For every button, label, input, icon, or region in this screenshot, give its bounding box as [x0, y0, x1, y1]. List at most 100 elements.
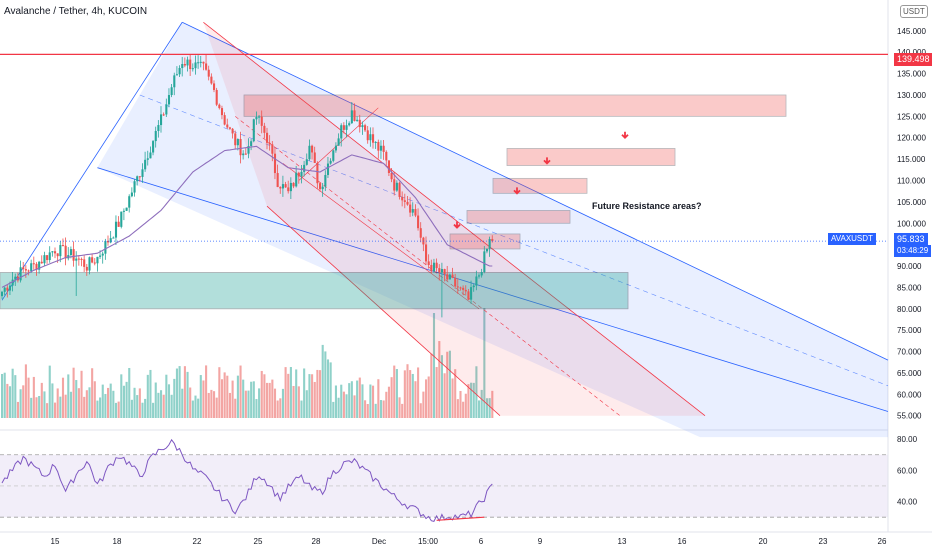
- volume-bar: [448, 350, 451, 418]
- candle-body: [443, 269, 446, 275]
- candle-body: [334, 145, 337, 151]
- candle-body: [181, 63, 184, 69]
- down-arrow-icon: [513, 187, 521, 195]
- candle-body: [459, 287, 462, 289]
- volume-bar: [319, 370, 322, 418]
- candle-body: [210, 76, 213, 84]
- volume-bar: [372, 385, 375, 418]
- candle-body: [244, 153, 247, 155]
- candle-body: [369, 134, 372, 141]
- volume-bar: [250, 381, 253, 418]
- candle-body: [252, 119, 255, 142]
- candle-body: [491, 239, 494, 242]
- time-tick-label: 18: [113, 537, 122, 546]
- candle-body: [403, 200, 406, 202]
- candle-body: [266, 132, 269, 143]
- candle-body: [104, 240, 107, 254]
- volume-bar: [379, 400, 383, 418]
- candle-body: [462, 287, 465, 290]
- candle-body: [154, 130, 157, 142]
- volume-bar: [109, 383, 112, 418]
- volume-bar: [231, 380, 234, 418]
- time-tick-label: 23: [819, 537, 828, 546]
- volume-bar: [205, 365, 208, 418]
- candle-body: [99, 255, 102, 257]
- price-axis: 55.000 60.000 65.000 70.000 75.000 80.000 85.0…: [897, 27, 926, 507]
- candle-body: [223, 115, 226, 125]
- volume-bar: [480, 389, 483, 418]
- candle-body: [419, 228, 422, 238]
- candle-body: [332, 150, 335, 161]
- volume-bar: [48, 365, 51, 418]
- candle-body: [207, 69, 210, 77]
- candle-body: [356, 119, 359, 121]
- candle-body: [483, 251, 486, 273]
- price-tick-label: 70.000: [897, 348, 922, 357]
- volume-bar: [305, 390, 308, 418]
- currency-badge[interactable]: USDT: [900, 5, 928, 18]
- candle-body: [377, 141, 380, 151]
- candle-body: [162, 114, 165, 116]
- volume-bar: [32, 376, 35, 418]
- candle-body: [197, 62, 200, 64]
- volume-bar: [438, 341, 441, 418]
- candle-body: [22, 267, 25, 270]
- volume-bar: [398, 397, 401, 418]
- volume-bar: [223, 372, 226, 418]
- candle-body: [213, 83, 216, 90]
- candle-body: [345, 125, 348, 130]
- pitchfork-handle-line: [1, 22, 183, 301]
- candle-body: [91, 257, 94, 263]
- volume-bar: [114, 402, 118, 418]
- candle-body: [170, 87, 173, 96]
- candle-body: [374, 141, 377, 143]
- price-tick-label: 110.000: [897, 177, 926, 186]
- candle-body: [289, 182, 292, 192]
- volume-bar: [459, 390, 462, 418]
- volume-bar: [303, 368, 306, 418]
- candle-body: [409, 204, 412, 213]
- resistance-zone: [492, 177, 588, 194]
- candle-body: [215, 89, 218, 105]
- volume-bar: [167, 384, 171, 418]
- channel-lower-line: [97, 167, 889, 412]
- candle-body: [258, 116, 261, 118]
- price-tick-label: 80.000: [897, 305, 922, 314]
- volume-bar: [8, 386, 12, 418]
- volume-bar: [348, 383, 351, 418]
- symbol-tag: AVAXUSDT: [828, 233, 876, 245]
- candle-body: [242, 153, 245, 156]
- volume-bar: [239, 365, 242, 418]
- candle-body: [414, 209, 417, 216]
- volume-bar: [16, 401, 19, 418]
- volume-bar: [186, 371, 189, 418]
- rsi-divergence-line: [436, 516, 485, 521]
- volume-bar: [96, 400, 99, 418]
- volume-bar: [27, 377, 30, 418]
- candle-body: [263, 125, 266, 133]
- volume-bars: [1, 308, 494, 418]
- candle-body: [46, 255, 49, 261]
- volume-bar: [138, 388, 141, 418]
- volume-bar: [6, 383, 9, 418]
- candle-body: [316, 162, 319, 184]
- resistance-zone: [449, 233, 521, 250]
- candle-body: [218, 104, 221, 109]
- volume-bar: [197, 398, 200, 418]
- volume-bar: [178, 366, 181, 418]
- candle-body: [96, 256, 99, 264]
- candle-body: [54, 251, 57, 254]
- volume-bar: [149, 369, 152, 418]
- volume-bar: [385, 391, 388, 418]
- volume-bar: [403, 370, 406, 418]
- rsi-line: [1, 438, 493, 522]
- candle-body: [138, 176, 141, 178]
- channel-median-line: [139, 94, 889, 387]
- time-tick-label: 9: [538, 537, 543, 546]
- resistance-zone: [506, 148, 676, 166]
- candle-body: [475, 276, 478, 286]
- volume-bar: [130, 399, 133, 418]
- volume-bar: [88, 387, 91, 418]
- volume-bar: [425, 379, 428, 418]
